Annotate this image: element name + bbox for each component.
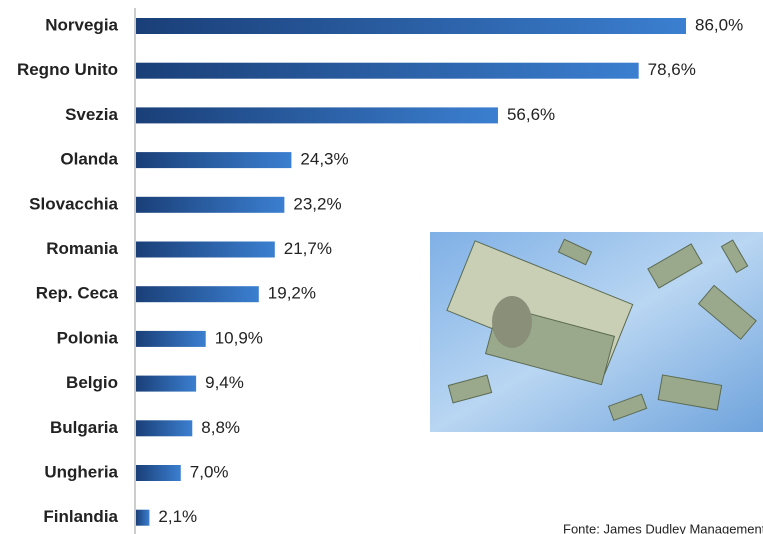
value-label: 78,6% bbox=[648, 60, 696, 79]
bar bbox=[136, 241, 275, 258]
bar bbox=[136, 152, 292, 169]
value-label: 9,4% bbox=[205, 373, 244, 392]
value-label: 19,2% bbox=[268, 284, 316, 303]
category-label: Romania bbox=[46, 239, 118, 258]
value-label: 2,1% bbox=[158, 507, 197, 526]
value-label: 56,6% bbox=[507, 105, 555, 124]
bar bbox=[136, 62, 639, 79]
category-label: Bulgaria bbox=[50, 418, 119, 437]
source: Fonte: James Dudley Management 2 bbox=[563, 521, 763, 534]
category-label: Olanda bbox=[60, 150, 118, 169]
category-label: Ungheria bbox=[44, 462, 118, 481]
category-label: Norvegia bbox=[45, 15, 118, 34]
bar bbox=[136, 107, 498, 124]
bar bbox=[136, 286, 259, 303]
category-label: Rep. Ceca bbox=[36, 284, 119, 303]
value-label: 24,3% bbox=[300, 150, 348, 169]
category-label: Finlandia bbox=[43, 507, 118, 526]
category-label: Polonia bbox=[57, 328, 119, 347]
money-image bbox=[430, 232, 763, 432]
bar bbox=[136, 420, 193, 437]
bar bbox=[136, 375, 197, 392]
value-label: 10,9% bbox=[215, 328, 263, 347]
value-label: 7,0% bbox=[190, 462, 229, 481]
value-label: 8,8% bbox=[201, 418, 240, 437]
bar bbox=[136, 465, 181, 481]
bar bbox=[136, 196, 285, 213]
category-label: Belgio bbox=[66, 373, 118, 392]
value-label: 86,0% bbox=[695, 15, 743, 34]
category-label: Slovacchia bbox=[29, 194, 118, 213]
category-label: Svezia bbox=[65, 105, 118, 124]
value-label: 21,7% bbox=[284, 239, 332, 258]
value-label: 23,2% bbox=[293, 194, 341, 213]
bar bbox=[136, 18, 686, 34]
category-label: Regno Unito bbox=[17, 60, 118, 79]
bar bbox=[136, 509, 150, 526]
bar bbox=[136, 330, 206, 347]
